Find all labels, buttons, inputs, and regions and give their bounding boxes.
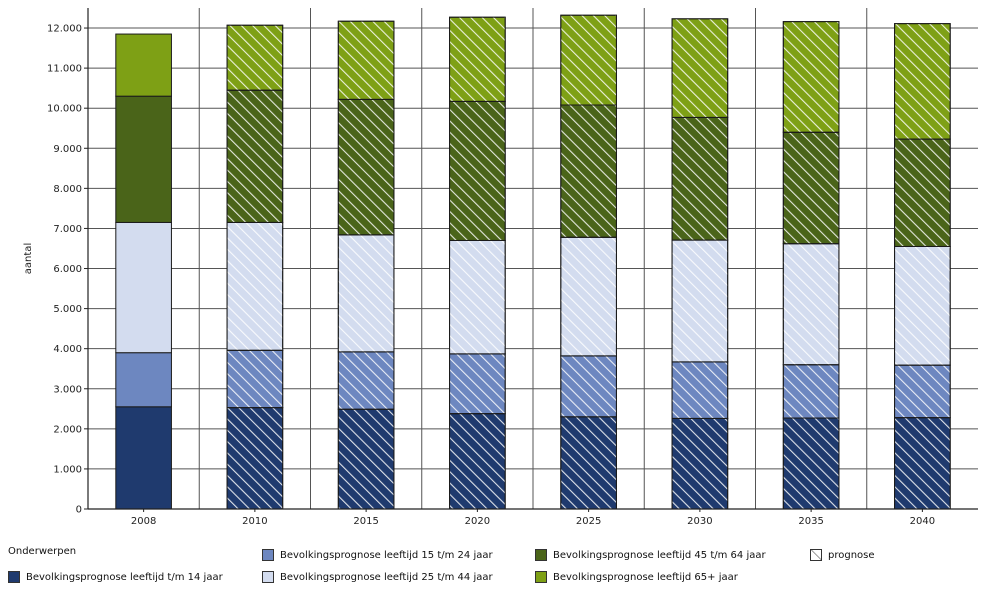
bar-hatch-2020-s1 xyxy=(449,353,506,415)
y-tick-label: 5.000 xyxy=(53,304,82,315)
legend-item-25-44[interactable]: Bevolkingsprognose leeftijd 25 t/m 44 ja… xyxy=(262,571,493,583)
bar-hatch-2020-s4 xyxy=(449,16,506,102)
bar-segment-2008-s3[interactable] xyxy=(115,95,172,223)
x-tick-label: 2040 xyxy=(910,516,935,527)
bar-hatch-2025-s0 xyxy=(560,416,617,510)
bar-segment-2008-s4[interactable] xyxy=(115,33,172,97)
bar-hatch-2010-s2 xyxy=(226,221,284,351)
bar-hatch-2010-s3 xyxy=(226,89,284,223)
bar-hatch-2015-s1 xyxy=(337,351,395,410)
bar-hatch-2025-s1 xyxy=(560,355,617,418)
axes: 0 1.000 2.000 3.000 4.000 5.000 6.000 7.000 8.00… xyxy=(47,8,978,527)
bar-hatch-2010-s0 xyxy=(226,407,284,510)
bars xyxy=(115,14,951,510)
bar-hatch-2030-s3 xyxy=(671,116,729,241)
bar-hatch-2035-s2 xyxy=(782,243,840,366)
bar-hatch-2020-s0 xyxy=(449,413,506,510)
legend-label-65plus: Bevolkingsprognose leeftijd 65+ jaar xyxy=(553,571,738,583)
y-tick-label: 9.000 xyxy=(53,144,82,155)
legend-swatch-15-24 xyxy=(262,549,274,561)
x-tick-label: 2008 xyxy=(131,516,156,527)
y-tick-label: 10.000 xyxy=(47,104,82,115)
legend-swatch-25-44 xyxy=(262,571,274,583)
legend-label-0-14: Bevolkingsprognose leeftijd t/m 14 jaar xyxy=(26,571,223,583)
legend-item-prognose[interactable]: prognose xyxy=(810,549,875,561)
bar-hatch-2020-s3 xyxy=(449,100,506,241)
bar-hatch-2030-s4 xyxy=(671,18,729,118)
bar-hatch-2025-s4 xyxy=(560,14,617,106)
y-axis-label: aantal xyxy=(23,243,34,274)
bar-hatch-2030-s0 xyxy=(671,417,729,510)
bar-hatch-2030-s2 xyxy=(671,239,729,363)
gridlines xyxy=(88,8,978,510)
bar-hatch-2035-s0 xyxy=(782,417,840,510)
y-tick-label: 12.000 xyxy=(47,24,82,35)
y-tick-label: 8.000 xyxy=(53,184,82,195)
bar-hatch-2040-s3 xyxy=(894,138,951,247)
y-tick-label: 4.000 xyxy=(53,344,82,355)
legend-swatch-65plus xyxy=(535,571,547,583)
bar-hatch-2010-s4 xyxy=(226,24,284,91)
legend-swatch-45-64 xyxy=(535,549,547,561)
bar-segment-2008-s0[interactable] xyxy=(115,406,172,510)
bar-hatch-2015-s3 xyxy=(337,98,395,236)
bar-segment-2008-s2[interactable] xyxy=(115,221,172,354)
x-tick-label: 2015 xyxy=(353,516,378,527)
bar-hatch-2015-s0 xyxy=(337,408,395,510)
legend-label-25-44: Bevolkingsprognose leeftijd 25 t/m 44 ja… xyxy=(280,571,493,583)
bar-hatch-2015-s4 xyxy=(337,20,395,100)
y-tick-label: 3.000 xyxy=(53,384,82,395)
y-tick-label: 1.000 xyxy=(53,464,82,475)
legend-item-15-24[interactable]: Bevolkingsprognose leeftijd 15 t/m 24 ja… xyxy=(262,549,493,561)
bar-hatch-2040-s2 xyxy=(894,245,951,366)
legend: Onderwerpen Bevolkingsprognose leeftijd … xyxy=(0,540,981,591)
legend-label-45-64: Bevolkingsprognose leeftijd 45 t/m 64 ja… xyxy=(553,549,766,561)
bar-hatch-2040-s4 xyxy=(894,23,951,140)
legend-swatch-0-14 xyxy=(8,571,20,583)
legend-swatch-prognose xyxy=(810,549,822,561)
y-tick-label: 2.000 xyxy=(53,424,82,435)
bar-hatch-2035-s4 xyxy=(782,21,840,133)
legend-item-45-64[interactable]: Bevolkingsprognose leeftijd 45 t/m 64 ja… xyxy=(535,549,766,561)
bar-hatch-2025-s3 xyxy=(560,104,617,238)
y-tick-label: 0 xyxy=(76,505,82,516)
bar-hatch-2040-s1 xyxy=(894,364,951,419)
bar-hatch-2020-s2 xyxy=(449,239,506,355)
x-tick-label: 2020 xyxy=(465,516,490,527)
legend-item-65plus[interactable]: Bevolkingsprognose leeftijd 65+ jaar xyxy=(535,571,738,583)
x-tick-label: 2010 xyxy=(242,516,267,527)
y-tick-label: 6.000 xyxy=(53,264,82,275)
y-tick-label: 7.000 xyxy=(53,224,82,235)
legend-item-0-14[interactable]: Bevolkingsprognose leeftijd t/m 14 jaar xyxy=(8,571,223,583)
bar-hatch-2035-s1 xyxy=(782,364,840,419)
bar-hatch-2040-s0 xyxy=(894,417,951,510)
bar-segment-2008-s1[interactable] xyxy=(115,352,172,408)
bar-hatch-2030-s1 xyxy=(671,361,729,419)
stacked-bar-chart: 0 1.000 2.000 3.000 4.000 5.000 6.000 7.000 8.00… xyxy=(23,8,978,527)
bar-hatch-2035-s3 xyxy=(782,131,840,245)
legend-label-15-24: Bevolkingsprognose leeftijd 15 t/m 24 ja… xyxy=(280,549,493,561)
x-tick-label: 2025 xyxy=(576,516,601,527)
legend-label-prognose: prognose xyxy=(828,549,875,561)
bar-hatch-2010-s1 xyxy=(226,349,284,409)
bar-hatch-2015-s2 xyxy=(337,234,395,353)
bar-hatch-2025-s2 xyxy=(560,236,617,357)
x-tick-label: 2035 xyxy=(798,516,823,527)
x-tick-label: 2030 xyxy=(687,516,712,527)
y-tick-label: 11.000 xyxy=(47,64,82,75)
legend-title: Onderwerpen xyxy=(8,546,77,557)
